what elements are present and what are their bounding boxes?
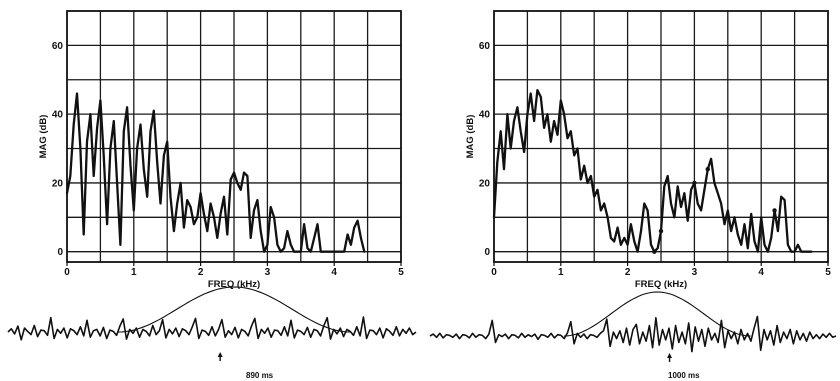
y-axis-label: MAG (dB) <box>465 115 476 159</box>
data-point <box>772 208 777 213</box>
waveform-trace <box>429 315 837 353</box>
x-tick-label: 3 <box>692 267 698 278</box>
x-tick-label: 5 <box>398 267 404 278</box>
x-tick-label: 1 <box>558 267 564 278</box>
x-tick-label: 4 <box>758 267 764 278</box>
spectrum-panel-right: 0 1 2 3 4 5 0 20 40 60 FREQ (kHz) MAG (dB) <box>465 10 831 290</box>
y-tick-label: 40 <box>52 110 64 121</box>
waveform-trace <box>7 316 417 341</box>
y-tick-label: 60 <box>479 41 491 52</box>
window-envelope <box>118 286 351 333</box>
x-tick-label: 2 <box>625 267 631 278</box>
x-tick-label: 2 <box>198 267 204 278</box>
x-tick-label: 0 <box>491 267 497 278</box>
data-point <box>652 249 657 254</box>
y-tick-label: 60 <box>52 41 64 52</box>
spectrum-line <box>65 92 366 253</box>
x-tick-label: 0 <box>64 267 70 278</box>
window-envelope <box>563 291 751 337</box>
data-point <box>658 228 664 234</box>
x-axis-label: FREQ (kHz) <box>635 279 687 290</box>
y-tick-label: 40 <box>479 110 491 121</box>
x-tick-label: 5 <box>825 267 831 278</box>
y-axis-label: MAG (dB) <box>38 115 49 159</box>
x-axis-label: FREQ (kHz) <box>208 279 260 290</box>
time-marker-arrow <box>667 353 673 362</box>
time-marker-label: 890 ms <box>246 371 274 380</box>
y-tick-label: 20 <box>479 178 491 189</box>
waveform-left: 890 ms <box>7 286 417 380</box>
spectrum-panel-left: 0 1 2 3 4 5 0 20 40 60 FREQ (kHz) MAG (dB) <box>38 10 404 290</box>
data-point <box>705 166 710 172</box>
y-tick-label: 20 <box>52 178 64 189</box>
x-tick-label: 4 <box>331 267 337 278</box>
data-point <box>692 180 697 186</box>
y-tick-label: 0 <box>484 247 490 258</box>
plot-frame <box>66 10 402 263</box>
plot-frame <box>493 10 829 263</box>
time-marker-arrow <box>217 352 223 361</box>
spectrum-line <box>492 88 813 253</box>
y-tick-label: 0 <box>57 247 63 258</box>
x-tick-label: 3 <box>265 267 271 278</box>
x-tick-label: 1 <box>131 267 137 278</box>
waveform-right: 1000 ms <box>429 291 837 380</box>
time-marker-label: 1000 ms <box>668 371 700 380</box>
